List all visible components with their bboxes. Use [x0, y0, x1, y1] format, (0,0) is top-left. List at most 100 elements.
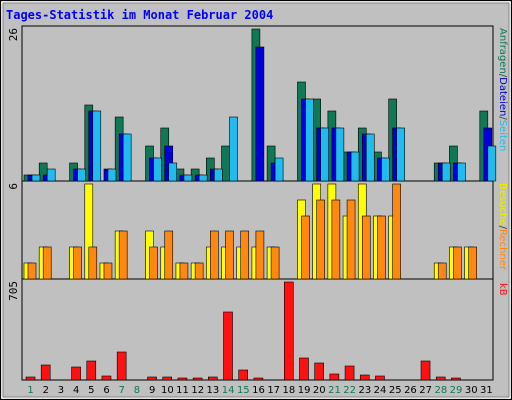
bottom-bar-kb-day-7	[116, 351, 127, 381]
day-label-6: 6	[103, 385, 109, 396]
middle-bar-rechner-day-16	[255, 230, 265, 280]
top-bar-seiten-day-22	[350, 151, 360, 182]
top-bar-seiten-day-21	[335, 127, 345, 182]
bottom-bar-kb-day-23	[359, 374, 370, 381]
middle-bar-rechner-day-4	[73, 246, 82, 280]
day-label-1: 1	[27, 385, 33, 396]
middle-bar-rechner-day-25	[392, 183, 401, 280]
top-legend: Anfragen/Dateien/Seiten	[497, 28, 508, 151]
top-bar-seiten-day-29	[457, 162, 466, 182]
top-bar-seiten-day-6	[107, 168, 117, 182]
top-bar-seiten-day-1	[31, 174, 41, 182]
middle-bar-rechner-day-5	[88, 246, 98, 280]
bottom-bar-kb-day-21	[329, 373, 340, 381]
day-label-23: 23	[358, 385, 371, 396]
top-bar-seiten-day-14	[229, 116, 238, 182]
day-label-3: 3	[58, 385, 64, 396]
middle-bar-rechner-day-9	[149, 246, 158, 280]
top-bar-seiten-day-23	[365, 133, 375, 182]
bottom-bar-kb-day-11	[177, 377, 188, 381]
top-bar-seiten-day-24	[381, 157, 390, 182]
top-bar-seiten-day-20	[320, 127, 329, 182]
middle-bar-rechner-day-23	[361, 215, 371, 280]
bottom-bar-kb-day-20	[314, 362, 324, 381]
middle-bar-rechner-day-24	[377, 215, 386, 280]
chart-panels: 26 6 705	[7, 25, 494, 381]
bottom-bar-kb-day-24	[375, 375, 385, 381]
bottom-bar-kb-day-14	[223, 311, 233, 381]
top-bar-seiten-day-7	[122, 133, 132, 182]
bottom-bar-kb-day-16	[253, 377, 264, 381]
middle-bar-rechner-day-19	[301, 215, 310, 280]
day-label-11: 11	[176, 385, 189, 396]
middle-bar-rechner-day-28	[437, 262, 447, 280]
day-label-28: 28	[434, 385, 447, 396]
middle-bar-rechner-day-30	[468, 246, 477, 280]
chart-title: Tages-Statistik im Monat Februar 2004	[6, 8, 273, 22]
day-label-21: 21	[328, 385, 341, 396]
middle-bar-rechner-day-15	[240, 230, 250, 280]
top-legend-part-1: /	[497, 74, 508, 78]
day-label-16: 16	[252, 385, 265, 396]
bottom-bar-kb-day-9	[147, 376, 157, 381]
top-bar-seiten-day-10	[168, 162, 178, 182]
day-label-12: 12	[191, 385, 204, 396]
day-label-2: 2	[43, 385, 49, 396]
top-bar-seiten-day-17	[274, 157, 284, 182]
bottom-bar-kb-day-4	[71, 366, 81, 381]
top-bar-seiten-day-25	[396, 127, 405, 182]
day-label-7: 7	[119, 385, 125, 396]
middle-bar-rechner-day-14	[225, 230, 234, 280]
top-bar-seiten-day-9	[153, 157, 162, 182]
bottom-bar-kb-day-27	[420, 360, 431, 381]
bottom-legend: kB	[497, 283, 508, 296]
bottom-legend-part-0: kB	[497, 283, 508, 296]
day-label-29: 29	[450, 385, 463, 396]
middle-bar-rechner-day-13	[210, 230, 219, 280]
bottom-bar-kb-day-22	[344, 365, 355, 381]
bottom-bar-kb-day-15	[238, 369, 249, 381]
day-label-14: 14	[222, 385, 235, 396]
middle-bar-rechner-day-17	[270, 246, 280, 280]
day-axis-labels: 1 2 3 4 5 6 7 8 9 10 11 12 13 14 15 16 17 18 19 20 21 22 23 24 2…	[27, 385, 492, 396]
middle-legend-part-2: Rechner	[497, 229, 508, 271]
top-bar-seiten-day-12	[198, 174, 208, 182]
bottom-bar-kb-day-6	[101, 375, 112, 381]
bottom-bar-kb-day-5	[86, 360, 97, 381]
middle-legend-part-1: /	[497, 226, 508, 230]
middle-max-label: 6	[7, 183, 20, 190]
middle-bar-rechner-day-29	[453, 246, 462, 280]
day-label-27: 27	[419, 385, 432, 396]
bottom-bar-kb-day-19	[299, 357, 309, 381]
middle-bar-rechner-day-11	[179, 262, 189, 280]
top-bar-anfragen-day-14	[221, 145, 230, 182]
middle-bar-rechner-day-10	[164, 230, 174, 280]
middle-bar-rechner-day-2	[42, 246, 52, 280]
top-bar-seiten-day-19	[305, 98, 314, 182]
day-label-31: 31	[480, 385, 493, 396]
top-bar-seiten-day-11	[183, 174, 193, 182]
bottom-bar-kb-day-1	[25, 376, 36, 381]
bottom-bar-kb-day-18	[283, 281, 294, 381]
middle-bar-rechner-day-20	[316, 199, 325, 280]
day-label-10: 10	[161, 385, 174, 396]
top-max-label: 26	[7, 28, 20, 41]
bottom-bar-kb-day-29	[451, 377, 461, 381]
bottom-bar-kb-day-12	[192, 377, 203, 381]
top-legend-part-2: Dateien	[497, 77, 508, 116]
day-label-25: 25	[389, 385, 402, 396]
bottom-bar-kb-day-10	[162, 376, 173, 381]
day-label-9: 9	[149, 385, 155, 396]
top-legend-part-4: Seiten	[497, 120, 508, 152]
bottom-panel	[21, 278, 494, 381]
middle-bar-rechner-day-6	[103, 262, 113, 280]
day-label-17: 17	[267, 385, 280, 396]
middle-legend: Besuche/Rechner	[497, 183, 508, 271]
middle-bar-rechner-day-12	[194, 262, 204, 280]
day-label-26: 26	[404, 385, 417, 396]
day-label-24: 24	[374, 385, 387, 396]
bottom-bar-kb-day-28	[435, 376, 446, 381]
day-label-22: 22	[343, 385, 356, 396]
